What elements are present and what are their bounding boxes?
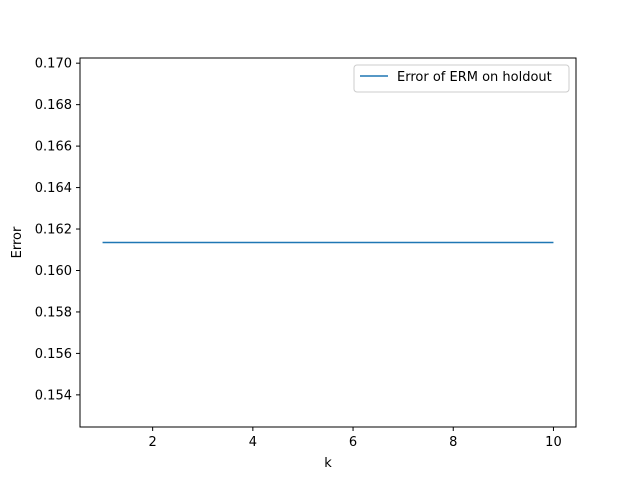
legend-box (353, 64, 570, 93)
x-tick-label: 4 (249, 435, 257, 450)
axes-frame (79, 57, 577, 428)
x-tick-label: 6 (349, 435, 357, 450)
y-tick-label: 0.168 (35, 98, 72, 113)
x-tick-label: 10 (545, 435, 562, 450)
y-tick-label: 0.166 (35, 140, 72, 155)
legend: Error of ERM on holdout (353, 64, 570, 93)
y-tick-label: 0.164 (35, 181, 72, 196)
y-axis: 0.154 0.156 0.158 0.160 0.162 0.164 0.166 0.168… (35, 57, 80, 403)
legend-label: Error of ERM on holdout (397, 70, 552, 85)
y-axis-label: Error (10, 226, 25, 258)
y-tick-label: 0.156 (35, 347, 72, 362)
y-tick-label: 0.162 (35, 223, 72, 238)
x-axis-label: k (324, 456, 332, 471)
x-tick-label: 8 (449, 435, 457, 450)
y-tick-label: 0.154 (35, 388, 72, 403)
x-tick-label: 2 (149, 435, 157, 450)
y-tick-label: 0.170 (35, 57, 72, 72)
y-tick-label: 0.158 (35, 305, 72, 320)
y-tick-label: 0.160 (35, 264, 72, 279)
x-axis: 2 4 6 8 10 (149, 427, 562, 450)
